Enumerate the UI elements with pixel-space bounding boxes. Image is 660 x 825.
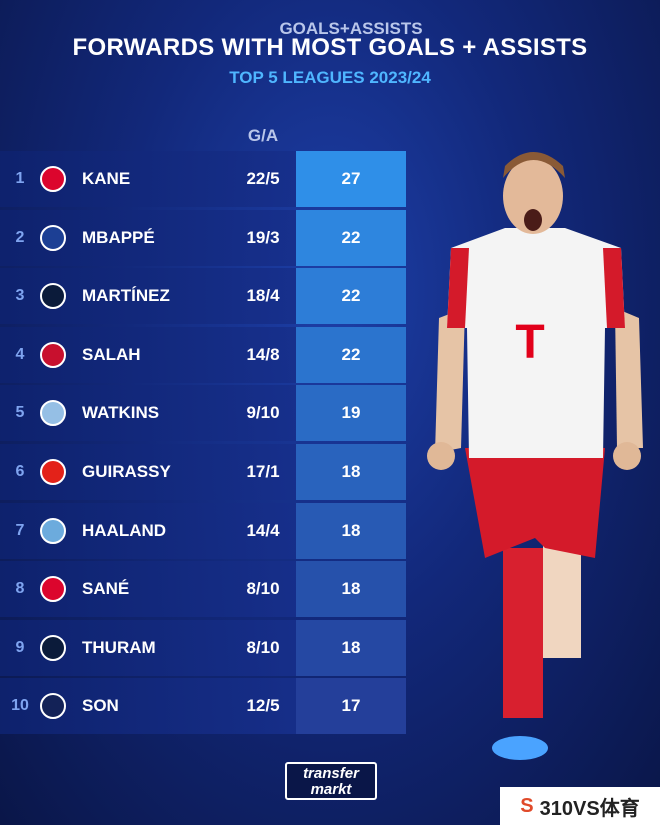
rank-number: 3 [15,287,25,305]
player-name: SON [82,696,119,716]
transfermarkt-logo: transfer markt [285,762,377,800]
rank-number: 6 [15,462,25,480]
total-value: 22 [296,268,406,325]
player-name: HAALAND [82,520,167,540]
player-name: WATKINS [82,403,160,423]
total-value: 22 [296,209,406,266]
total-header-line2: ASSISTS [349,18,423,38]
total-value: 18 [296,561,406,618]
goals-assists-value: 14/8 [246,344,280,364]
total-value: 19 [296,385,406,442]
liverpool-crest-icon [40,341,66,368]
goals-assists-value: 8/10 [246,579,280,599]
table-row: 7 HAALAND 14/4 18 [0,502,406,559]
page-subtitle: TOP 5 LEAGUES 2023/24 [229,68,431,87]
table-row: 5 WATKINS 9/10 19 [0,385,406,442]
goals-assists-value: 12/5 [246,696,280,716]
total-value: 17 [296,678,406,735]
total-column-header: GOALS+ ASSISTS [279,0,422,56]
player-name: MARTÍNEZ [82,286,170,306]
inter-crest-icon [40,634,66,661]
stuttgart-crest-icon [40,458,66,485]
svg-text:T: T [515,316,544,369]
bayern-crest-icon [40,576,66,603]
player-name: GUIRASSY [82,461,171,481]
goals-assists-value: 22/5 [246,169,280,188]
ga-column-header: G/A [247,126,279,145]
rank-number: 9 [15,638,25,656]
watermark-s-icon: S [520,794,534,817]
rank-number: 10 [11,697,29,715]
goals-assists-value: 18/4 [246,286,280,306]
table-row: 4 SALAH 14/8 22 [0,326,406,383]
table-row: 2 MBAPPÉ 19/3 22 [0,209,406,266]
table-row: 8 SANÉ 8/10 18 [0,561,406,618]
goals-assists-value: 17/1 [246,461,280,481]
goals-assists-value: 14/4 [246,520,280,540]
player-name: THURAM [82,637,156,657]
total-value: 27 [296,151,406,207]
total-value: 22 [296,326,406,383]
watermark-text: 310VS体育 [539,797,640,820]
logo-line1: transfer [303,765,359,782]
bayern-crest-icon [40,166,66,192]
total-value: 18 [296,443,406,500]
total-value: 18 [296,619,406,676]
aston-villa-crest-icon [40,400,66,427]
rank-number: 4 [15,345,25,363]
logo-line2: markt [310,781,352,798]
ranking-table: 1 KANE 22/5 27 2 MBAPPÉ 19/3 22 3 MARTÍNEZ 18/4 22 4… [0,151,406,737]
rank-number: 5 [15,404,25,422]
player-name: SANÉ [82,579,130,599]
rank-number: 7 [15,521,25,539]
table-row: 1 KANE 22/5 27 [0,151,406,207]
rank-number: 8 [15,580,25,598]
player-name: SALAH [82,344,141,364]
player-name: KANE [82,169,131,188]
goals-assists-value: 19/3 [246,227,280,247]
table-row: 9 THURAM 8/10 18 [0,619,406,676]
watermark: S 310VS体育 [500,787,660,825]
table-row: 3 MARTÍNEZ 18/4 22 [0,268,406,325]
total-value: 18 [296,502,406,559]
psg-crest-icon [40,224,66,251]
inter-crest-icon [40,283,66,310]
man-city-crest-icon [40,517,66,544]
goals-assists-value: 8/10 [246,637,280,657]
page-title: FORWARDS WITH MOST GOALS + ASSISTS [72,34,588,61]
player-photo: T [427,152,643,760]
total-header-line1: GOALS+ [279,18,350,38]
rank-number: 2 [15,228,25,246]
goals-assists-value: 9/10 [246,403,280,423]
table-row: 10 SON 12/5 17 [0,678,406,735]
header: FORWARDS WITH MOST GOALS + ASSISTS TOP 5… [0,34,660,88]
rank-number: 1 [15,170,25,187]
player-name: MBAPPÉ [82,227,155,247]
tottenham-crest-icon [40,693,66,720]
table-row: 6 GUIRASSY 17/1 18 [0,443,406,500]
